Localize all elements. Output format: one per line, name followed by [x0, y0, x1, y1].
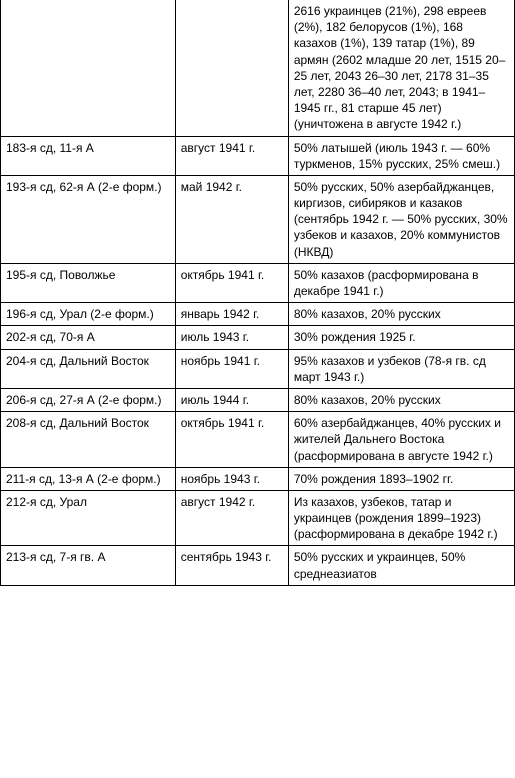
date-cell: август 1941 г.	[175, 136, 288, 175]
table-row: 195-я сд, Поволжьеоктябрь 1941 г.50% каз…	[1, 263, 515, 302]
composition-cell: 50% русских, 50% азербайджанцев, киргизо…	[288, 175, 514, 263]
table-row: 202-я сд, 70-я Аиюль 1943 г.30% рождения…	[1, 326, 515, 349]
date-cell: август 1942 г.	[175, 490, 288, 546]
table-row: 204-я сд, Дальний Востокноябрь 1941 г.95…	[1, 349, 515, 388]
table-row: 208-я сд, Дальний Востококтябрь 1941 г.6…	[1, 412, 515, 468]
unit-cell: 196-я сд, Урал (2-е форм.)	[1, 303, 176, 326]
date-cell: июль 1944 г.	[175, 388, 288, 411]
unit-cell: 208-я сд, Дальний Восток	[1, 412, 176, 468]
unit-cell: 212-я сд, Урал	[1, 490, 176, 546]
date-cell	[175, 0, 288, 136]
date-cell: ноябрь 1941 г.	[175, 349, 288, 388]
table-row: 193-я сд, 62-я А (2-е форм.)май 1942 г.5…	[1, 175, 515, 263]
date-cell: сентябрь 1943 г.	[175, 546, 288, 585]
composition-cell: Из казахов, узбеков, татар и украинцев (…	[288, 490, 514, 546]
table-row: 206-я сд, 27-я А (2-е форм.)июль 1944 г.…	[1, 388, 515, 411]
unit-cell: 206-я сд, 27-я А (2-е форм.)	[1, 388, 176, 411]
unit-cell: 211-я сд, 13-я А (2-е форм.)	[1, 467, 176, 490]
table-row: 2616 украинцев (21%), 298 евреев (2%), 1…	[1, 0, 515, 136]
date-cell: октябрь 1941 г.	[175, 412, 288, 468]
date-cell: январь 1942 г.	[175, 303, 288, 326]
composition-table: 2616 украинцев (21%), 298 евреев (2%), 1…	[0, 0, 515, 586]
table-row: 196-я сд, Урал (2-е форм.)январь 1942 г.…	[1, 303, 515, 326]
unit-cell: 195-я сд, Поволжье	[1, 263, 176, 302]
date-cell: май 1942 г.	[175, 175, 288, 263]
composition-cell: 50% латышей (июль 1943 г. — 60% туркмено…	[288, 136, 514, 175]
table-row: 212-я сд, Уралавгуст 1942 г.Из казахов, …	[1, 490, 515, 546]
unit-cell	[1, 0, 176, 136]
composition-cell: 50% казахов (расформирована в декабре 19…	[288, 263, 514, 302]
composition-cell: 80% казахов, 20% русских	[288, 303, 514, 326]
date-cell: октябрь 1941 г.	[175, 263, 288, 302]
composition-cell: 70% рождения 1893–1902 гг.	[288, 467, 514, 490]
unit-cell: 202-я сд, 70-я А	[1, 326, 176, 349]
composition-cell: 2616 украинцев (21%), 298 евреев (2%), 1…	[288, 0, 514, 136]
table-row: 213-я сд, 7-я гв. Асентябрь 1943 г.50% р…	[1, 546, 515, 585]
composition-cell: 95% казахов и узбеков (78-я гв. сд март …	[288, 349, 514, 388]
table-row: 183-я сд, 11-я Аавгуст 1941 г.50% латыше…	[1, 136, 515, 175]
composition-cell: 50% русских и украинцев, 50% среднеазиат…	[288, 546, 514, 585]
date-cell: ноябрь 1943 г.	[175, 467, 288, 490]
unit-cell: 183-я сд, 11-я А	[1, 136, 176, 175]
table-row: 211-я сд, 13-я А (2-е форм.)ноябрь 1943 …	[1, 467, 515, 490]
composition-cell: 80% казахов, 20% русских	[288, 388, 514, 411]
table-body: 2616 украинцев (21%), 298 евреев (2%), 1…	[1, 0, 515, 585]
unit-cell: 193-я сд, 62-я А (2-е форм.)	[1, 175, 176, 263]
composition-cell: 30% рождения 1925 г.	[288, 326, 514, 349]
unit-cell: 204-я сд, Дальний Восток	[1, 349, 176, 388]
unit-cell: 213-я сд, 7-я гв. А	[1, 546, 176, 585]
composition-cell: 60% азербайджанцев, 40% русских и жителе…	[288, 412, 514, 468]
date-cell: июль 1943 г.	[175, 326, 288, 349]
